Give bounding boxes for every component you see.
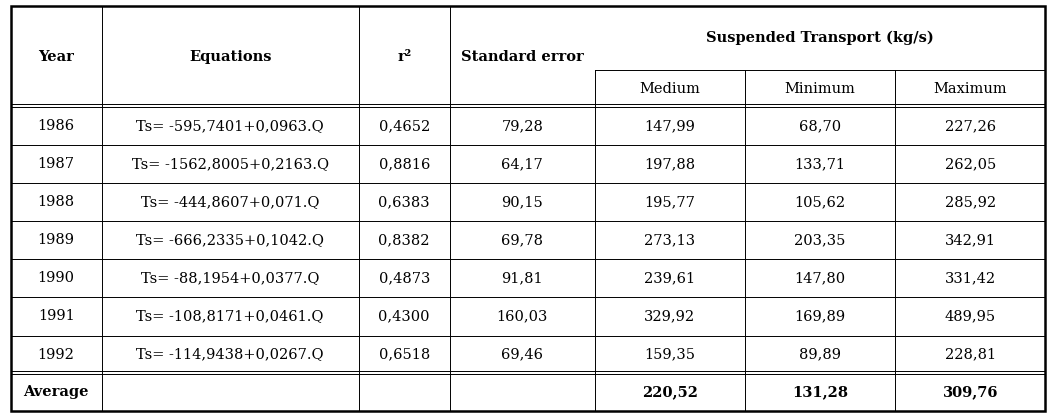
Text: Ts= -444,8607+0,071.Q: Ts= -444,8607+0,071.Q bbox=[140, 196, 319, 209]
Text: 331,42: 331,42 bbox=[945, 271, 996, 286]
Text: 91,81: 91,81 bbox=[502, 271, 543, 286]
Text: 131,28: 131,28 bbox=[792, 385, 848, 399]
Text: 105,62: 105,62 bbox=[794, 196, 846, 209]
Text: Ts= -1562,8005+0,2163.Q: Ts= -1562,8005+0,2163.Q bbox=[132, 157, 328, 171]
Text: 0,4873: 0,4873 bbox=[378, 271, 430, 286]
Text: Standard error: Standard error bbox=[460, 50, 584, 64]
Text: r²: r² bbox=[397, 50, 412, 64]
Text: 273,13: 273,13 bbox=[644, 234, 696, 247]
Text: Ts= -666,2335+0,1042.Q: Ts= -666,2335+0,1042.Q bbox=[136, 234, 324, 247]
Text: 147,99: 147,99 bbox=[644, 119, 695, 133]
Text: 239,61: 239,61 bbox=[644, 271, 696, 286]
Text: Suspended Transport (kg/s): Suspended Transport (kg/s) bbox=[706, 31, 934, 45]
Text: 160,03: 160,03 bbox=[496, 309, 548, 324]
Text: Ts= -595,7401+0,0963.Q: Ts= -595,7401+0,0963.Q bbox=[136, 119, 324, 133]
Text: 228,81: 228,81 bbox=[945, 347, 996, 362]
Text: Equations: Equations bbox=[189, 50, 271, 64]
Text: 1989: 1989 bbox=[38, 234, 75, 247]
Text: Ts= -114,9438+0,0267.Q: Ts= -114,9438+0,0267.Q bbox=[136, 347, 324, 362]
Text: 0,6383: 0,6383 bbox=[378, 196, 430, 209]
Text: 64,17: 64,17 bbox=[502, 157, 543, 171]
Text: 0,8382: 0,8382 bbox=[378, 234, 430, 247]
Text: 133,71: 133,71 bbox=[794, 157, 846, 171]
Text: 197,88: 197,88 bbox=[644, 157, 696, 171]
Text: 90,15: 90,15 bbox=[502, 196, 543, 209]
Text: 342,91: 342,91 bbox=[945, 234, 996, 247]
Text: 1991: 1991 bbox=[38, 309, 75, 324]
Text: Maximum: Maximum bbox=[934, 82, 1007, 96]
Text: 1992: 1992 bbox=[38, 347, 75, 362]
Text: Minimum: Minimum bbox=[785, 82, 855, 96]
Text: 69,46: 69,46 bbox=[502, 347, 543, 362]
Text: 159,35: 159,35 bbox=[644, 347, 696, 362]
Text: 68,70: 68,70 bbox=[799, 119, 842, 133]
Text: 147,80: 147,80 bbox=[794, 271, 846, 286]
Text: 489,95: 489,95 bbox=[945, 309, 996, 324]
Text: 79,28: 79,28 bbox=[502, 119, 543, 133]
Text: 220,52: 220,52 bbox=[642, 385, 698, 399]
Text: 195,77: 195,77 bbox=[644, 196, 695, 209]
Text: 227,26: 227,26 bbox=[945, 119, 996, 133]
Text: Ts= -88,1954+0,0377.Q: Ts= -88,1954+0,0377.Q bbox=[140, 271, 319, 286]
Text: 1988: 1988 bbox=[38, 196, 75, 209]
Text: 203,35: 203,35 bbox=[794, 234, 846, 247]
Text: Year: Year bbox=[38, 50, 74, 64]
Text: 1986: 1986 bbox=[38, 119, 75, 133]
Text: 0,6518: 0,6518 bbox=[379, 347, 430, 362]
Text: 262,05: 262,05 bbox=[945, 157, 996, 171]
Text: Medium: Medium bbox=[640, 82, 700, 96]
Text: 1987: 1987 bbox=[38, 157, 75, 171]
Text: 309,76: 309,76 bbox=[943, 385, 998, 399]
Text: 0,4300: 0,4300 bbox=[378, 309, 430, 324]
Text: 285,92: 285,92 bbox=[945, 196, 996, 209]
Text: 89,89: 89,89 bbox=[799, 347, 842, 362]
Text: 169,89: 169,89 bbox=[794, 309, 846, 324]
Text: 0,4652: 0,4652 bbox=[379, 119, 430, 133]
Text: 329,92: 329,92 bbox=[644, 309, 696, 324]
Text: 69,78: 69,78 bbox=[502, 234, 543, 247]
Text: Ts= -108,8171+0,0461.Q: Ts= -108,8171+0,0461.Q bbox=[136, 309, 324, 324]
Text: Average: Average bbox=[23, 385, 89, 399]
Text: 0,8816: 0,8816 bbox=[378, 157, 430, 171]
Text: 1990: 1990 bbox=[38, 271, 75, 286]
